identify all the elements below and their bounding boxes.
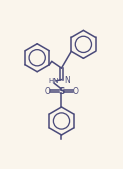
Text: HN: HN xyxy=(48,78,59,84)
Text: O: O xyxy=(45,87,50,96)
Text: S: S xyxy=(58,87,65,96)
Text: O: O xyxy=(73,87,78,96)
Text: N: N xyxy=(64,76,70,85)
